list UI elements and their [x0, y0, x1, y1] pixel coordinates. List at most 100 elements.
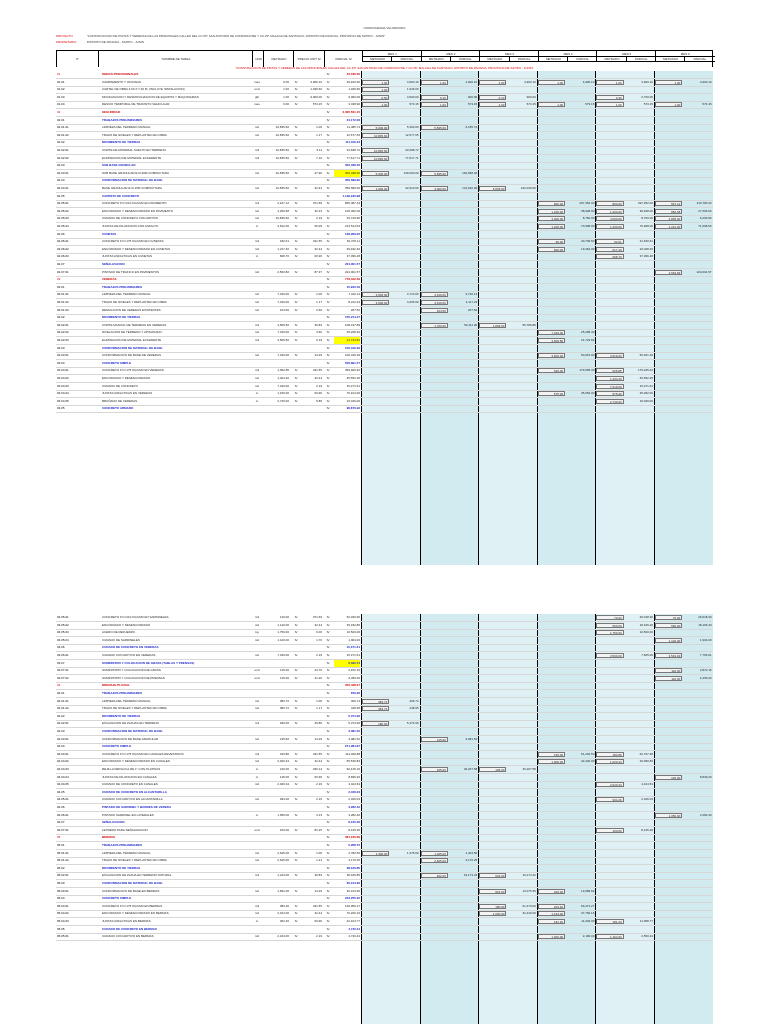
subsection-row[interactable]: 03.05 CONCRETO ARMADO S/98,870.92	[56, 405, 713, 414]
table-row[interactable]: 03.01.02 TRAZO DE NIVELES Y REPLANTEO EN …	[56, 299, 713, 307]
month-metrado-cell[interactable]: 2,020.34	[596, 782, 624, 788]
month-metrado-cell[interactable]: 105.00	[420, 767, 448, 772]
month-metrado-cell[interactable]: 183.86	[596, 751, 624, 757]
month-metrado-cell[interactable]: 567.12	[655, 201, 683, 207]
month-metrado-cell[interactable]: 7,019.00	[596, 383, 624, 389]
table-row[interactable]: 01.01 CAMPAMENTO Y OFICINAS mes 6.00 S/4,900…	[56, 79, 713, 87]
month-metrado-cell[interactable]: 0.10	[420, 94, 448, 100]
month-metrado-cell[interactable]: 1,200.00	[537, 208, 566, 214]
subsection-row[interactable]: 02.06 CUNETAS S/138,959.05	[56, 231, 713, 239]
month-metrado-cell[interactable]: 3,500.00	[362, 300, 390, 305]
table-row[interactable]: 02.05.02 ENCOFRADO Y DESENCOFRADO EN PAVI…	[56, 208, 713, 216]
table-row[interactable]: 04.07.01 LETRERO PARA SEÑALIZACION und 100.…	[56, 827, 713, 835]
month-metrado-cell[interactable]: 1,050.00	[655, 812, 683, 818]
month-metrado-cell[interactable]: 180.00	[362, 721, 390, 727]
section-title-row[interactable]: 02 SEGURIDAD S/2,305,561.15	[56, 109, 713, 117]
table-row[interactable]: 04.03.01 CONFORMACION DE BASE GRANULAR m2 2…	[56, 736, 713, 744]
table-row[interactable]: 02.02.02 ELIMINACION DE MATERIAL EXCEDENT…	[56, 155, 713, 163]
month-metrado-cell[interactable]: 10,835.60	[362, 148, 390, 153]
month-metrado-cell[interactable]: 934.26	[596, 797, 624, 803]
month-metrado-cell[interactable]: 1,164.00	[537, 911, 566, 917]
month-metrado-cell[interactable]: 90.00	[537, 239, 566, 245]
table-row[interactable]: 04.01.02 TRAZO DE NIVELES Y REPLANTEO EN …	[56, 705, 713, 714]
month-metrado-cell[interactable]: 1.00	[655, 102, 683, 108]
month-metrado-cell[interactable]: 2,625.00	[420, 858, 448, 864]
table-row[interactable]: 02.05.01 CONCRETO F'C=210 KG/CM2 EN PAVIM…	[56, 200, 713, 209]
month-metrado-cell[interactable]: 575.00	[596, 391, 624, 397]
month-metrado-cell[interactable]: 1,200.00	[537, 224, 566, 229]
month-metrado-cell[interactable]: 5,000.00	[362, 170, 390, 176]
month-metrado-cell[interactable]: 104.50	[420, 307, 448, 313]
table-row[interactable]: 01.04 DESVIO TEMPORAL DE TRANSITO VEHICUL…	[56, 101, 713, 110]
month-metrado-cell[interactable]: 5,835.60	[420, 170, 448, 176]
month-metrado-cell[interactable]: 2,740.00	[596, 398, 624, 404]
month-metrado-cell[interactable]: 622.00	[479, 873, 507, 879]
table-row[interactable]: 04.04.03 REJILLA METALICA DE 1" CON PLATI…	[56, 766, 713, 774]
table-row[interactable]: 03.07.02 SUMINISTRO Y COLOCACION DE PRENS…	[56, 675, 713, 683]
month-metrado-cell[interactable]: 3,509.50	[537, 338, 566, 343]
month-metrado-cell[interactable]: 1,200.00	[596, 224, 624, 229]
month-metrado-cell[interactable]: 850.68	[655, 208, 683, 214]
table-row[interactable]: 02.05.03 CURADO DE CONCRETO CON ADITIVO m2…	[56, 215, 713, 224]
month-metrado-cell[interactable]: 181.20	[596, 919, 624, 924]
month-metrado-cell[interactable]: 1.00	[479, 79, 507, 85]
month-metrado-cell[interactable]: 560.00	[655, 622, 683, 628]
month-metrado-cell[interactable]: 1,404.20	[596, 376, 624, 381]
subsection-row[interactable]: 05.02 MOVIMIENTO DE TIERRAS S/38,346.85	[56, 865, 713, 873]
table-row[interactable]: 02.01.01 LIMPIEZA DEL TERRENO MANUAL m2 10,…	[56, 124, 713, 133]
table-row[interactable]: 04.04.05 CURADO DE CONCRETO EN CANALES m2 2…	[56, 781, 713, 790]
subsection-row[interactable]: 03.06 CURADO DE CONCRETO EN VEREDAS S/15,3…	[56, 644, 713, 653]
table-row[interactable]: 05.03.01 CONFORMACION DE BASE EN BERMAS m2…	[56, 888, 713, 896]
subsection-row[interactable]: 02.05 CARPETA DE CONCRETO S/1,148,183.98	[56, 193, 713, 201]
subsection-row[interactable]: 02.07 SEÑALIZACION S/224,001.57	[56, 261, 713, 269]
month-metrado-cell[interactable]: 5,835.60	[479, 186, 507, 191]
month-metrado-cell[interactable]: 526.85	[596, 368, 624, 374]
table-row[interactable]: 03.07.01 SUMINISTRO Y COLOCACION DE GRASS…	[56, 667, 713, 676]
month-metrado-cell[interactable]: 0.50	[362, 94, 390, 100]
month-metrado-cell[interactable]: 5,000.00	[362, 125, 390, 131]
table-row[interactable]: 03.04.03 CURADO DE CONCRETO m2 7,019.00 S/2.…	[56, 383, 713, 391]
month-metrado-cell[interactable]: 1,000.00	[537, 934, 566, 940]
month-metrado-cell[interactable]: 1.00	[420, 102, 448, 108]
month-metrado-cell[interactable]: 4,000.00	[596, 216, 624, 222]
table-row[interactable]: 05.04.01 CONCRETO F'C=175 KG/CM2 EN BERMA…	[56, 903, 713, 911]
month-metrado-cell[interactable]: 0.30	[596, 94, 624, 100]
subsection-row[interactable]: 03.02 MOVIMIENTO DE TIERRAS S/155,214.27	[56, 314, 713, 323]
month-metrado-cell[interactable]: 1,700.00	[420, 322, 448, 328]
table-row[interactable]: 02.02.01 CORTE DE MATERIAL SUELTO EN TERR…	[56, 147, 713, 155]
month-metrado-cell[interactable]: 1,000.00	[362, 186, 390, 191]
table-row[interactable]: 05.01.01 LIMPIEZA DEL TERRENO MANUAL m2 2,6…	[56, 850, 713, 858]
table-row[interactable]: 03.01.01 LIMPIEZA DEL TERRENO MANUAL m2 7,0…	[56, 291, 713, 300]
month-metrado-cell[interactable]: 215.60	[420, 736, 448, 742]
month-metrado-cell[interactable]: 1,200.00	[596, 208, 624, 214]
month-metrado-cell[interactable]: 105.00	[479, 767, 507, 772]
month-metrado-cell[interactable]: 1.00	[362, 79, 390, 85]
month-metrado-cell[interactable]: 116.00	[655, 675, 683, 681]
month-metrado-cell[interactable]: 1.00	[537, 102, 566, 108]
month-metrado-cell[interactable]: 4,000.00	[420, 186, 448, 191]
month-metrado-cell[interactable]: 10,835.60	[362, 132, 390, 138]
table-row[interactable]: 03.02.02 NIVELACION DE TERRENO Y APISONAD…	[56, 329, 713, 338]
month-metrado-cell[interactable]: 180.00	[479, 903, 507, 909]
table-row[interactable]: 03.02.01 CORTE MANUAL DE TERRENO EN VERED…	[56, 322, 713, 330]
month-metrado-cell[interactable]: 800.00	[537, 201, 566, 207]
subsection-row[interactable]: 02.03 SUB BASE GRANULAR S/302,338.46	[56, 162, 713, 171]
month-metrado-cell[interactable]: 4,000.00	[537, 216, 566, 222]
section-title-row[interactable]: 03 VEREDAS S/778,342.39	[56, 276, 713, 285]
month-metrado-cell[interactable]: 1.00	[362, 87, 390, 93]
month-metrado-cell[interactable]: 0.10	[479, 94, 507, 100]
month-metrado-cell[interactable]: 1.00	[596, 102, 624, 108]
table-row[interactable]: 03.01.03 DEMOLICION DE VEREDAS EXISTENTES…	[56, 307, 713, 315]
month-metrado-cell[interactable]: 3,519.00	[420, 300, 448, 305]
month-metrado-cell[interactable]: 203.40	[537, 903, 566, 909]
table-row[interactable]: 05.04.02 ENCOFRADO Y DESENCOFRADO EN BERM…	[56, 910, 713, 919]
subsection-row[interactable]: 02.02 MOVIMIENTO DE TIERRAS S/111,316.43	[56, 139, 713, 148]
month-metrado-cell[interactable]: 1.00	[362, 102, 390, 108]
table-row[interactable]: 04.02.01 EXCAVACION DE ZANJAS EN TERRENO m…	[56, 720, 713, 729]
month-metrado-cell[interactable]: 1.00	[420, 79, 448, 85]
month-metrado-cell[interactable]: 1,164.00	[596, 934, 624, 940]
subsection-row[interactable]: 03.07 SUMINISTRO Y COLOCACION DE GRASS (T…	[56, 659, 713, 668]
month-metrado-cell[interactable]: 916.00	[537, 888, 566, 894]
month-metrado-cell[interactable]: 1,212.00	[655, 224, 683, 229]
table-row[interactable]: 03.05.03 ACERO DE REFUERZO kg 1,750.00 S/6.0…	[56, 629, 713, 638]
